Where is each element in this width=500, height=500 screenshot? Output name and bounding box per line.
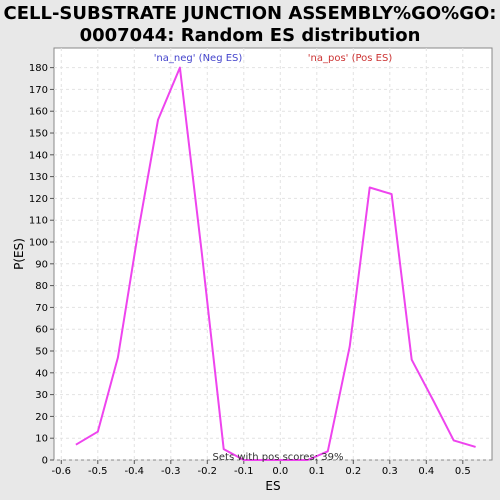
y-tick-label: 10 (35, 434, 48, 445)
x-tick-label: -0.3 (161, 466, 181, 477)
x-tick-label: -0.1 (234, 466, 254, 477)
legend-pos-es: 'na_pos' (Pos ES) (308, 53, 393, 64)
pos-scores-annotation: Sets with pos scores: 39% (213, 452, 344, 463)
grid-lines (54, 48, 492, 461)
y-tick-label: 60 (35, 325, 48, 336)
y-tick-label: 110 (29, 216, 48, 227)
legend-neg-es: 'na_neg' (Neg ES) (154, 53, 243, 64)
y-tick-label: 0 (42, 456, 48, 467)
x-tick-label: -0.6 (52, 466, 72, 477)
y-tick-label: 120 (29, 194, 48, 205)
es-distribution-line (75, 66, 476, 461)
y-tick-label: 80 (35, 281, 48, 292)
x-tick-label: 0.3 (382, 466, 398, 477)
y-tick-label: 30 (35, 390, 48, 401)
y-axis-label: P(ES) (12, 238, 26, 270)
y-tick-label: 170 (29, 85, 48, 96)
y-tick-label: 180 (29, 63, 48, 74)
x-tick-label: 0.2 (345, 466, 361, 477)
x-axis-ticks: -0.6 -0.5 -0.4 -0.3 -0.2 -0.1 0.0 0.1 0.2 0.3 0.4 0… (52, 460, 471, 477)
y-tick-label: 20 (35, 412, 48, 423)
y-tick-label: 140 (29, 150, 48, 161)
y-tick-label: 150 (29, 129, 48, 140)
x-tick-label: -0.4 (125, 466, 145, 477)
x-tick-label: 0.0 (272, 466, 288, 477)
x-tick-label: 0.4 (418, 466, 434, 477)
y-tick-label: 90 (35, 259, 48, 270)
y-tick-label: 130 (29, 172, 48, 183)
y-axis-ticks: 0 10 20 30 40 50 60 70 80 90 100 110 120 130 140 150 160… (29, 63, 54, 467)
y-tick-label: 160 (29, 107, 48, 118)
x-tick-label: 0.5 (455, 466, 471, 477)
x-tick-label: -0.2 (198, 466, 218, 477)
y-tick-label: 50 (35, 347, 48, 358)
plot-area (53, 47, 493, 461)
x-tick-label: -0.5 (88, 466, 108, 477)
y-tick-label: 40 (35, 368, 48, 379)
chart-title-line2: 0007044: Random ES distribution (80, 25, 421, 46)
chart-title-line1: CELL-SUBSTRATE JUNCTION ASSEMBLY%GO%GO: (4, 3, 497, 24)
x-axis-label: ES (265, 479, 280, 493)
y-tick-label: 100 (29, 238, 48, 249)
y-tick-label: 70 (35, 303, 48, 314)
x-tick-label: 0.1 (309, 466, 325, 477)
